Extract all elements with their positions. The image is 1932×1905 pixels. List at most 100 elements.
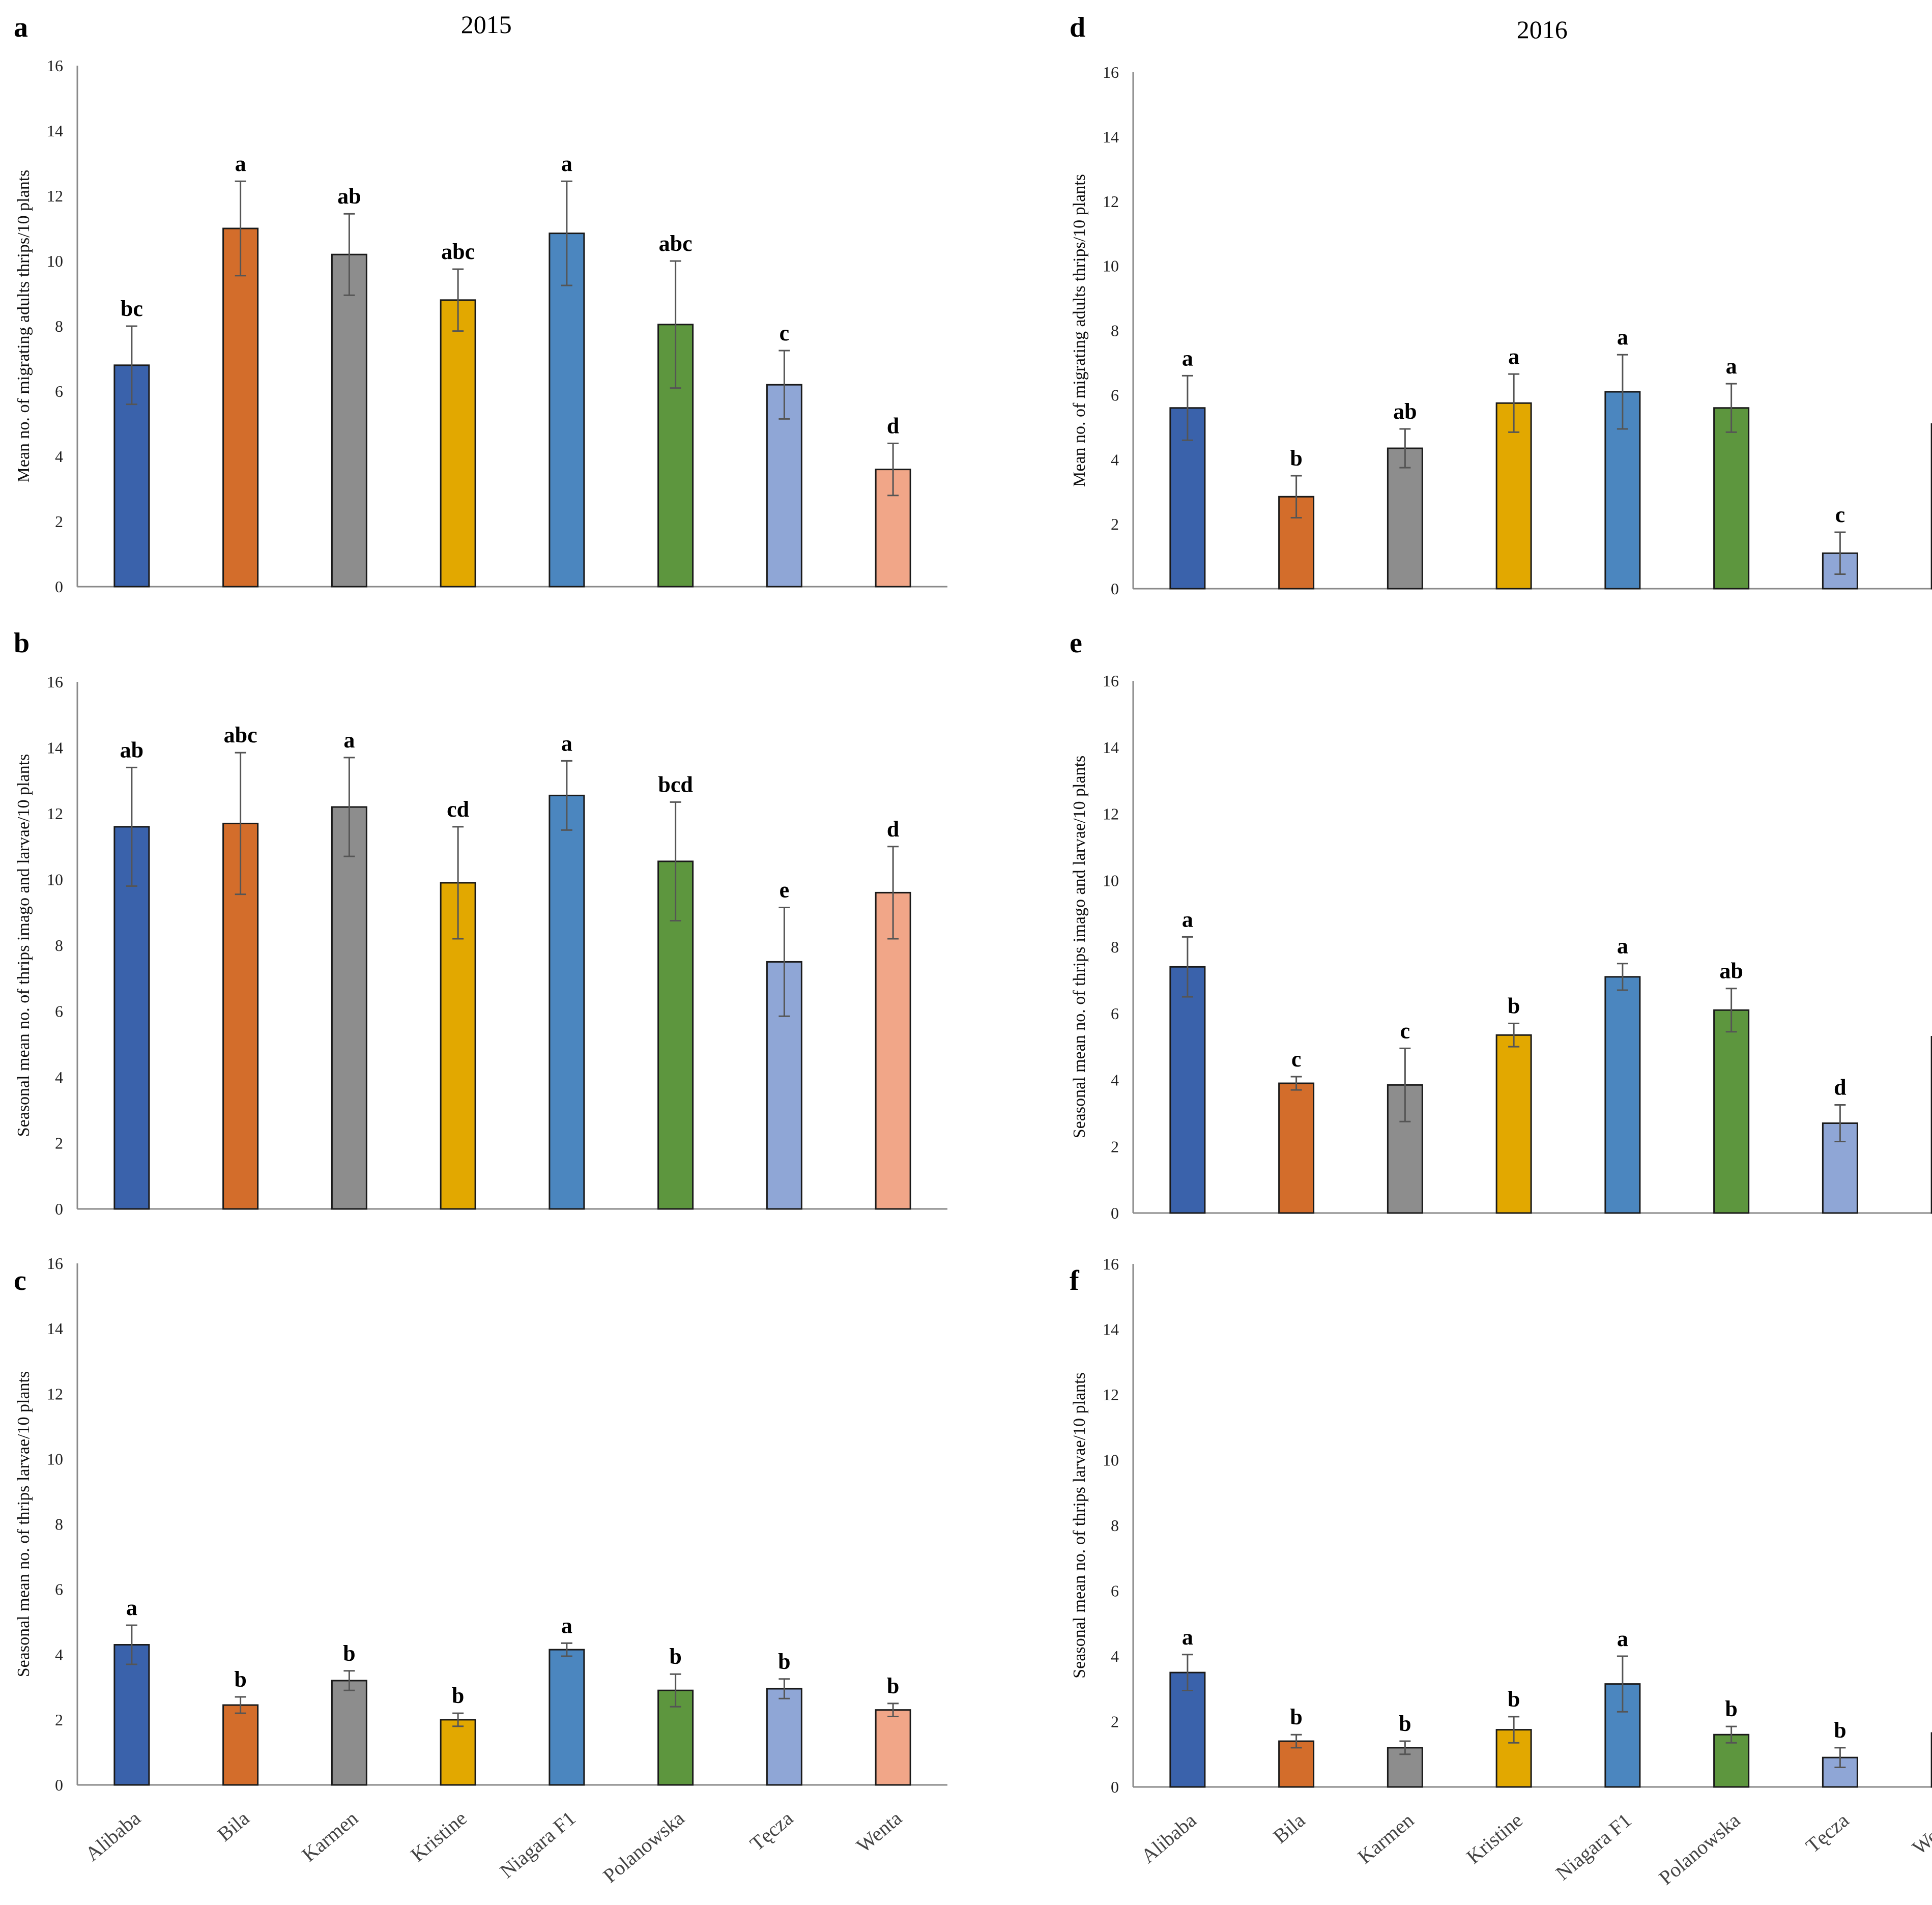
error-bar xyxy=(1508,1716,1520,1744)
category-label: Karmen xyxy=(298,1806,363,1866)
error-bar xyxy=(235,752,246,896)
bar-alibaba xyxy=(113,826,150,1210)
bar-wenta xyxy=(875,1709,911,1786)
error-bar xyxy=(778,350,790,420)
significance-letter: c xyxy=(780,321,790,345)
significance-letter: b xyxy=(1399,1711,1411,1736)
error-bar xyxy=(1834,1747,1846,1768)
y-tick-label: 14 xyxy=(47,1319,63,1338)
significance-letter: a xyxy=(1182,1625,1193,1650)
y-tick-label: 10 xyxy=(1103,871,1119,889)
error-bar xyxy=(235,180,246,277)
category-label: Polanowska xyxy=(1654,1808,1744,1889)
error-bar xyxy=(670,801,681,921)
significance-letter: b xyxy=(778,1649,790,1674)
error-bar xyxy=(1725,1725,1737,1744)
y-tick-label: 0 xyxy=(1111,1204,1119,1222)
category-label: Alibaba xyxy=(81,1806,145,1865)
significance-letter: a xyxy=(1617,934,1628,959)
panel-letter-a: a xyxy=(14,12,28,43)
error-bar xyxy=(1290,475,1302,518)
error-bar xyxy=(1399,1740,1411,1755)
bar-polanowska xyxy=(1713,407,1750,590)
significance-letter: ab xyxy=(120,737,143,762)
bar-kristine xyxy=(1495,402,1532,590)
chart-panel-d: d 2016 0 2 4 6 8 10 12 14 16 Mean no. of migrating … xyxy=(1070,12,1932,598)
y-tick-label: 10 xyxy=(1103,1451,1119,1469)
significance-letter: a xyxy=(126,1595,137,1620)
significance-letter: b xyxy=(1725,1696,1737,1721)
significance-letter: b xyxy=(343,1641,355,1666)
category-label: Tęcza xyxy=(745,1806,797,1855)
significance-letter: bc xyxy=(121,296,143,321)
error-bar xyxy=(1181,1654,1193,1691)
significance-letter: b xyxy=(1508,1687,1520,1712)
error-bar xyxy=(126,1624,137,1665)
significance-letter: a xyxy=(561,1613,572,1638)
significance-letter: bcd xyxy=(658,772,693,797)
y-tick-label: 2 xyxy=(55,1134,63,1152)
bar-kristine xyxy=(1495,1034,1532,1214)
category-label: Wenta xyxy=(852,1806,906,1857)
y-tick-label: 12 xyxy=(47,187,63,205)
bar-alibaba xyxy=(113,1644,150,1786)
significance-letter: d xyxy=(887,817,899,842)
y-tick-label: 2 xyxy=(1111,1713,1119,1731)
significance-letter: abc xyxy=(224,723,257,747)
significance-letter: a xyxy=(1508,344,1519,369)
significance-letter: e xyxy=(780,878,790,903)
y-axis-title: Mean no. of migrating adults thrips/10 p… xyxy=(1070,174,1089,487)
chart-panel-e: e 0 2 4 6 8 10 12 14 16 Seasonal mean no. of thrip… xyxy=(1070,627,1932,1222)
significance-letter: abc xyxy=(659,231,693,256)
y-axis-title: Seasonal mean no. of thrips imago and la… xyxy=(14,754,33,1137)
y-tick-label: 12 xyxy=(1103,192,1119,211)
error-bar xyxy=(561,1642,572,1657)
error-bar xyxy=(561,760,572,831)
significance-letter: a xyxy=(1617,325,1628,350)
error-bar xyxy=(126,325,137,406)
y-tick-label: 16 xyxy=(1103,672,1119,690)
significance-letter: ab xyxy=(1393,399,1417,424)
significance-letter: a xyxy=(1617,1626,1628,1651)
y-tick-label: 10 xyxy=(47,871,63,889)
category-label: Kristine xyxy=(1462,1808,1527,1868)
y-tick-label: 16 xyxy=(47,56,63,75)
significance-letter: a xyxy=(235,151,246,176)
category-label: Niagara F1 xyxy=(1551,1808,1636,1884)
panel-letter-f: f xyxy=(1070,1265,1080,1296)
significance-letter: b xyxy=(887,1673,899,1698)
significance-letter: a xyxy=(1726,354,1737,379)
bar-polanowska xyxy=(1713,1734,1750,1788)
y-tick-label: 8 xyxy=(1111,1516,1119,1535)
y-tick-label: 14 xyxy=(47,739,63,757)
y-tick-label: 14 xyxy=(1103,128,1119,146)
significance-letter: b xyxy=(669,1644,681,1669)
bar-alibaba xyxy=(1169,966,1206,1214)
bar-polanowska xyxy=(1713,1009,1750,1214)
error-bar xyxy=(1617,963,1628,991)
chart-panel-a: a 2015 0 2 4 6 8 10 12 14 16 Mean no. of migrating … xyxy=(14,10,947,596)
bar-polanowska xyxy=(657,324,694,588)
bar-niagara-f1 xyxy=(549,794,585,1210)
y-tick-label: 2 xyxy=(55,1711,63,1729)
bar-niagara-f1 xyxy=(549,1649,585,1786)
y-tick-label: 10 xyxy=(47,252,63,270)
error-bar xyxy=(1725,383,1737,433)
error-bar xyxy=(778,907,790,1017)
significance-letter: b xyxy=(452,1683,464,1708)
y-tick-label: 8 xyxy=(55,317,63,335)
significance-letter: b xyxy=(1290,1705,1302,1729)
y-tick-label: 16 xyxy=(1103,1255,1119,1273)
category-label: Kristine xyxy=(406,1806,471,1866)
y-axis-title: Seasonal mean no. of thrips larvae/10 pl… xyxy=(14,1371,33,1677)
error-bar xyxy=(452,268,464,332)
y-tick-label: 6 xyxy=(55,1580,63,1599)
year-title-2015: 2015 xyxy=(461,10,512,39)
y-tick-label: 12 xyxy=(1103,1386,1119,1404)
error-bar xyxy=(561,180,572,286)
bar-bila xyxy=(1278,1740,1315,1788)
significance-letter: ab xyxy=(337,184,361,209)
error-bar xyxy=(887,442,899,497)
error-bar xyxy=(452,1712,464,1727)
